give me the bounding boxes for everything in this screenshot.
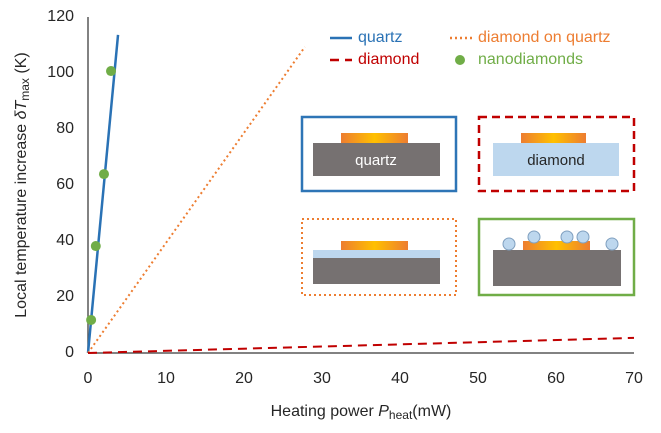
- label-symbol: P: [378, 403, 389, 420]
- x-tick-label: 70: [625, 370, 643, 387]
- insets: quartz diamond: [300, 115, 636, 297]
- x-tick-label: 60: [547, 370, 565, 387]
- substrate: [493, 143, 619, 176]
- y-tick-label: 20: [56, 288, 74, 305]
- inset-frame: [301, 218, 457, 296]
- inset-label: diamond: [527, 152, 585, 169]
- label-text: (K): [13, 52, 30, 78]
- label-text: Heating power: [271, 403, 379, 420]
- series-line: [87, 336, 635, 354]
- y-tick-label: 100: [47, 64, 74, 81]
- heater: [521, 133, 586, 143]
- inset-frame: [477, 115, 636, 193]
- label-text: Local temperature increase: [13, 119, 30, 317]
- x-tick-label: 10: [157, 370, 175, 387]
- substrate: [313, 143, 440, 176]
- y-tick-label: 40: [56, 232, 74, 249]
- inset-frame: [300, 115, 458, 193]
- marker: [98, 169, 109, 180]
- label-symbol: δT: [13, 100, 30, 120]
- x-tick-label: 50: [469, 370, 487, 387]
- y-tick-label: 60: [56, 176, 74, 193]
- inset-frame: [477, 217, 636, 297]
- legend-label: diamond: [358, 51, 419, 68]
- y-tick-label: 120: [47, 8, 74, 25]
- y-tick-label: 0: [65, 344, 74, 361]
- x-tick-label: 0: [84, 370, 93, 387]
- substrate: [493, 250, 621, 286]
- substrate: [313, 258, 440, 284]
- legend-marker: [455, 55, 465, 65]
- marker: [106, 66, 117, 77]
- series-line: [87, 46, 306, 354]
- label-sub: max: [18, 78, 32, 101]
- marker: [90, 241, 101, 252]
- heater: [341, 241, 408, 250]
- series-line: [86, 34, 120, 354]
- marker: [86, 314, 97, 325]
- label-sub: heat: [389, 408, 413, 422]
- heater: [523, 241, 590, 250]
- film: [313, 250, 440, 258]
- x-tick-label: 20: [235, 370, 253, 387]
- x-tick-label: 40: [391, 370, 409, 387]
- legend-label: quartz: [358, 29, 402, 46]
- heater: [341, 133, 408, 143]
- label-text: (mW): [412, 403, 451, 420]
- nanodiamond-icons: [502, 230, 619, 251]
- x-axis-label: Heating power Pheat(mW): [271, 403, 452, 422]
- legend-label: nanodiamonds: [478, 51, 583, 68]
- y-axis-label: Local temperature increase δTmax (K): [13, 52, 32, 317]
- x-tick-label: 30: [313, 370, 331, 387]
- inset-label: quartz: [355, 152, 397, 169]
- y-tick-label: 80: [56, 120, 74, 137]
- legend-label: diamond on quartz: [478, 29, 611, 46]
